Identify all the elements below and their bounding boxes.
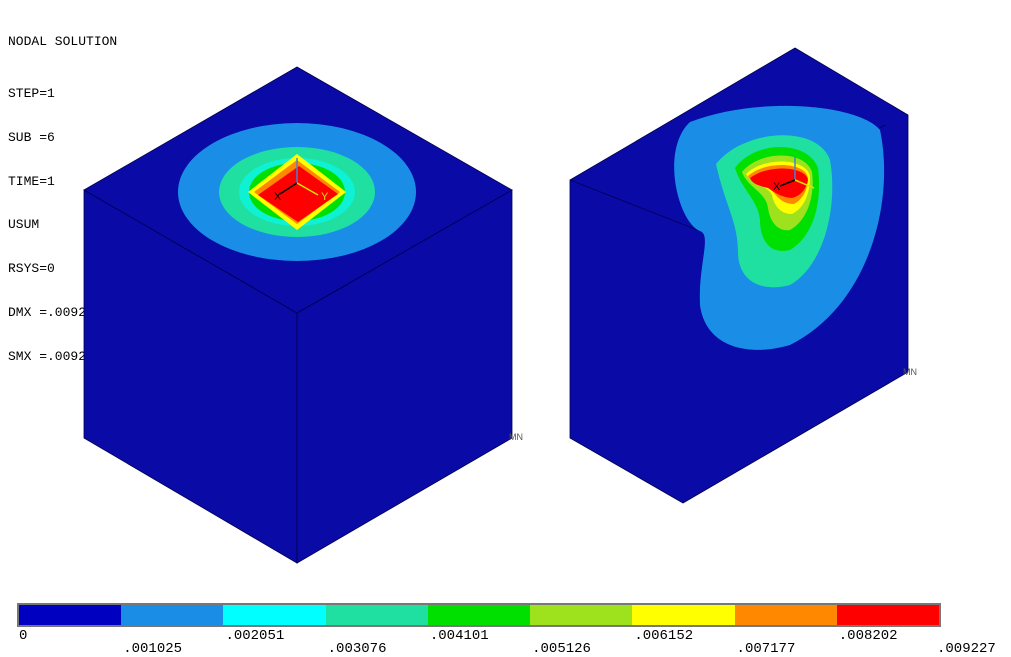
legend-label-3: .003076 — [327, 641, 387, 657]
model-viewport[interactable]: X Y MN X MN — [0, 0, 1011, 600]
legend-band-2 — [223, 605, 326, 625]
legend-band-3 — [325, 605, 428, 625]
legend-label-2: .002051 — [225, 628, 285, 644]
legend-label-9: .009227 — [937, 641, 996, 657]
max-node-label-right: MN — [903, 367, 917, 377]
rsys-text: RSYS=0 — [8, 261, 55, 277]
contour-top — [178, 123, 416, 261]
sectioned-model: X MN — [569, 47, 917, 504]
full-model-cube: X Y MN — [83, 66, 523, 564]
time-text: TIME=1 — [8, 173, 55, 189]
axis-x-label: X — [274, 191, 282, 203]
result-type-text: USUM — [8, 217, 40, 233]
contour-legend-bar — [17, 603, 941, 627]
axis-triad-right: X — [773, 157, 815, 193]
legend-label-7: .007177 — [736, 641, 796, 657]
axis-x-label-right: X — [773, 181, 781, 193]
plot-title: NODAL SOLUTION — [8, 34, 118, 50]
sub-text: SUB =6 — [8, 129, 55, 145]
legend-band-0 — [19, 605, 122, 625]
legend-band-6 — [632, 605, 735, 625]
legend-label-8: .008202 — [838, 628, 898, 644]
legend-label-6: .006152 — [634, 628, 694, 644]
legend-label-1: .001025 — [123, 641, 183, 657]
legend-label-5: .005126 — [532, 641, 591, 657]
legend-band-5 — [530, 605, 633, 625]
axis-y-label: Y — [321, 191, 329, 203]
legend-band-4 — [427, 605, 531, 625]
axis-triad-left: X Y — [274, 158, 329, 203]
max-node-label-left: MN — [509, 432, 523, 442]
legend-band-1 — [121, 605, 224, 625]
legend-band-7 — [734, 605, 837, 625]
legend-label-0: 0 — [19, 628, 28, 644]
legend-label-4: .004101 — [429, 628, 489, 644]
legend-band-8 — [836, 605, 939, 625]
step-text: STEP=1 — [8, 85, 55, 101]
